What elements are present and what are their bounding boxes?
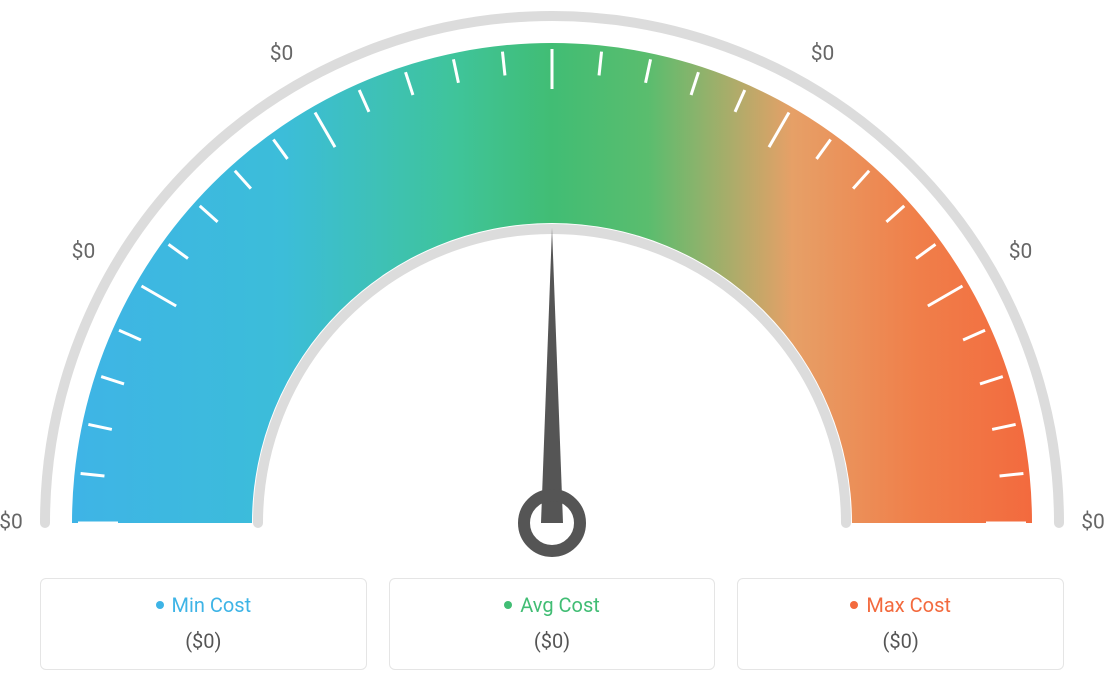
legend-label-max: Max Cost <box>866 593 951 617</box>
legend-label-avg: Avg Cost <box>520 593 600 617</box>
legend-dot-max <box>850 601 858 609</box>
legend-label-min: Min Cost <box>172 593 252 617</box>
legend-row: Min Cost ($0) Avg Cost ($0) Max Cost ($0… <box>40 578 1064 670</box>
legend-value-max: ($0) <box>748 629 1053 653</box>
legend-dot-min <box>156 601 164 609</box>
legend-value-avg: ($0) <box>400 629 705 653</box>
gauge-chart: $0$0$0$0$0$0$0 <box>0 0 1104 560</box>
svg-text:$0: $0 <box>72 240 96 264</box>
legend-card-min: Min Cost ($0) <box>40 578 367 670</box>
legend-card-max: Max Cost ($0) <box>737 578 1064 670</box>
svg-text:$0: $0 <box>0 511 23 535</box>
legend-card-avg: Avg Cost ($0) <box>389 578 716 670</box>
svg-text:$0: $0 <box>1009 240 1033 264</box>
gauge-svg: $0$0$0$0$0$0$0 <box>0 0 1104 560</box>
legend-value-min: ($0) <box>51 629 356 653</box>
cost-gauge-widget: $0$0$0$0$0$0$0 Min Cost ($0) Avg Cost ($… <box>0 0 1104 690</box>
svg-text:$0: $0 <box>811 42 835 66</box>
svg-text:$0: $0 <box>270 42 294 66</box>
legend-title-min: Min Cost <box>156 593 252 617</box>
legend-title-max: Max Cost <box>850 593 951 617</box>
legend-title-avg: Avg Cost <box>504 593 600 617</box>
legend-dot-avg <box>504 601 512 609</box>
svg-text:$0: $0 <box>1081 511 1104 535</box>
